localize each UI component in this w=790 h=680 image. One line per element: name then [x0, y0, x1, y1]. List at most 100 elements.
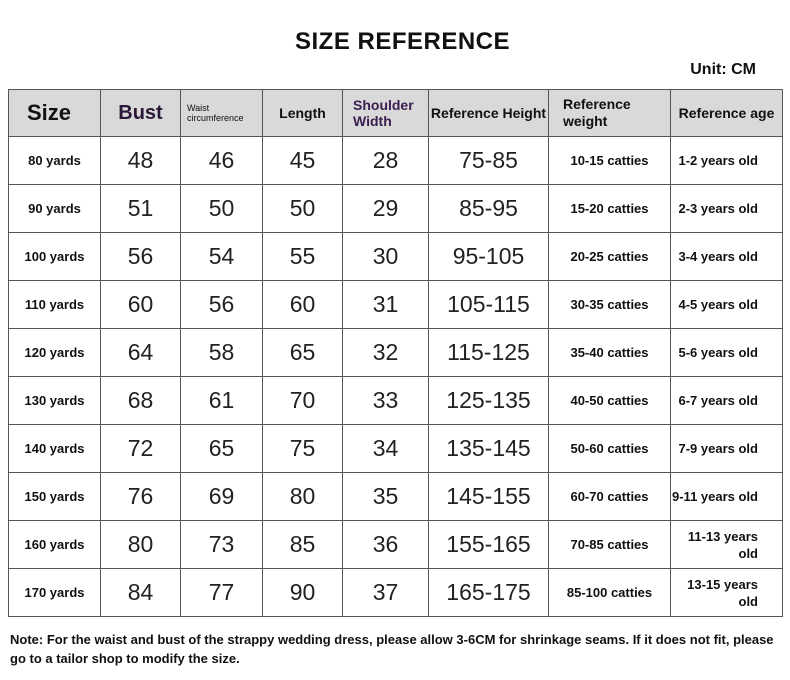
table-row: 80 yards 48 46 45 28 75-85 10-15 catties 1-2 ye…	[8, 136, 783, 185]
cell-height: 165-175	[428, 568, 549, 617]
cell-size: 170 yards	[8, 568, 101, 617]
cell-shoulder: 34	[342, 424, 429, 473]
cell-bust: 84	[100, 568, 181, 617]
cell-age: 3-4 years old	[670, 232, 783, 281]
cell-age: 4-5 years old	[670, 280, 783, 329]
cell-age: 5-6 years old	[670, 328, 783, 377]
cell-bust: 76	[100, 472, 181, 521]
cell-length: 45	[262, 136, 343, 185]
cell-shoulder: 35	[342, 472, 429, 521]
table-row: 130 yards 68 61 70 33 125-135 40-50 catties 6-7…	[8, 376, 783, 425]
cell-age: 13-15 years old	[670, 568, 783, 617]
header-size: Size	[8, 89, 101, 137]
cell-length: 55	[262, 232, 343, 281]
cell-shoulder: 31	[342, 280, 429, 329]
size-table: Size Bust Waist circumference Length Sho…	[8, 89, 783, 617]
cell-weight: 35-40 catties	[548, 328, 671, 377]
unit-label: Unit: CM	[690, 61, 756, 78]
cell-waist: 46	[180, 136, 263, 185]
cell-height: 85-95	[428, 184, 549, 233]
cell-height: 105-115	[428, 280, 549, 329]
cell-length: 75	[262, 424, 343, 473]
cell-length: 65	[262, 328, 343, 377]
cell-length: 60	[262, 280, 343, 329]
page-title: SIZE REFERENCE	[294, 28, 511, 55]
cell-height: 75-85	[428, 136, 549, 185]
cell-weight: 70-85 catties	[548, 520, 671, 569]
cell-bust: 48	[100, 136, 181, 185]
header-waist: Waist circumference	[180, 89, 263, 137]
cell-age: 7-9 years old	[670, 424, 783, 473]
cell-waist: 77	[180, 568, 263, 617]
cell-waist: 50	[180, 184, 263, 233]
header-age: Reference age	[670, 89, 783, 137]
cell-size: 140 yards	[8, 424, 101, 473]
cell-waist: 69	[180, 472, 263, 521]
cell-age: 6-7 years old	[670, 376, 783, 425]
table-row: 170 yards 84 77 90 37 165-175 85-100 catties 13…	[8, 568, 783, 617]
cell-shoulder: 29	[342, 184, 429, 233]
cell-weight: 40-50 catties	[548, 376, 671, 425]
cell-bust: 64	[100, 328, 181, 377]
cell-shoulder: 33	[342, 376, 429, 425]
cell-weight: 20-25 catties	[548, 232, 671, 281]
cell-shoulder: 32	[342, 328, 429, 377]
cell-bust: 56	[100, 232, 181, 281]
header-bust: Bust	[100, 89, 181, 137]
table-row: 120 yards 64 58 65 32 115-125 35-40 catties 5-6…	[8, 328, 783, 377]
cell-shoulder: 30	[342, 232, 429, 281]
table-row: 90 yards 51 50 50 29 85-95 15-20 catties 2-3 ye…	[8, 184, 783, 233]
cell-bust: 80	[100, 520, 181, 569]
cell-size: 110 yards	[8, 280, 101, 329]
cell-size: 120 yards	[8, 328, 101, 377]
cell-bust: 72	[100, 424, 181, 473]
cell-height: 135-145	[428, 424, 549, 473]
header-row: Size Bust Waist circumference Length Sho…	[8, 89, 783, 137]
cell-weight: 30-35 catties	[548, 280, 671, 329]
cell-length: 80	[262, 472, 343, 521]
table-row: 110 yards 60 56 60 31 105-115 30-35 catties 4-5…	[8, 280, 783, 329]
cell-waist: 54	[180, 232, 263, 281]
cell-weight: 60-70 catties	[548, 472, 671, 521]
cell-height: 95-105	[428, 232, 549, 281]
cell-size: 100 yards	[8, 232, 101, 281]
cell-length: 90	[262, 568, 343, 617]
cell-shoulder: 28	[342, 136, 429, 185]
cell-age: 11-13 years old	[670, 520, 783, 569]
cell-shoulder: 37	[342, 568, 429, 617]
cell-height: 155-165	[428, 520, 549, 569]
cell-age: 2-3 years old	[670, 184, 783, 233]
cell-weight: 85-100 catties	[548, 568, 671, 617]
cell-length: 50	[262, 184, 343, 233]
cell-age: 9-11 years old	[670, 472, 783, 521]
table-row: 100 yards 56 54 55 30 95-105 20-25 catties 3-4 …	[8, 232, 783, 281]
header-weight: Reference weight	[548, 89, 671, 137]
table-row: 150 yards 76 69 80 35 145-155 60-70 catties 9-1…	[8, 472, 783, 521]
cell-size: 150 yards	[8, 472, 101, 521]
cell-size: 160 yards	[8, 520, 101, 569]
cell-height: 115-125	[428, 328, 549, 377]
cell-size: 80 yards	[8, 136, 101, 185]
cell-waist: 73	[180, 520, 263, 569]
cell-waist: 61	[180, 376, 263, 425]
cell-bust: 68	[100, 376, 181, 425]
cell-weight: 15-20 catties	[548, 184, 671, 233]
cell-height: 125-135	[428, 376, 549, 425]
cell-age: 1-2 years old	[670, 136, 783, 185]
header-length: Length	[262, 89, 343, 137]
cell-weight: 10-15 catties	[548, 136, 671, 185]
table-row: 160 yards 80 73 85 36 155-165 70-85 catties 11-…	[8, 520, 783, 569]
cell-size: 90 yards	[8, 184, 101, 233]
cell-weight: 50-60 catties	[548, 424, 671, 473]
cell-height: 145-155	[428, 472, 549, 521]
cell-bust: 60	[100, 280, 181, 329]
cell-shoulder: 36	[342, 520, 429, 569]
cell-waist: 58	[180, 328, 263, 377]
cell-bust: 51	[100, 184, 181, 233]
cell-length: 70	[262, 376, 343, 425]
note-text: Note: For the waist and bust of the stra…	[10, 632, 774, 666]
header-shoulder: Shoulder Width	[342, 89, 429, 137]
cell-length: 85	[262, 520, 343, 569]
header-height: Reference Height	[428, 89, 549, 137]
cell-waist: 65	[180, 424, 263, 473]
